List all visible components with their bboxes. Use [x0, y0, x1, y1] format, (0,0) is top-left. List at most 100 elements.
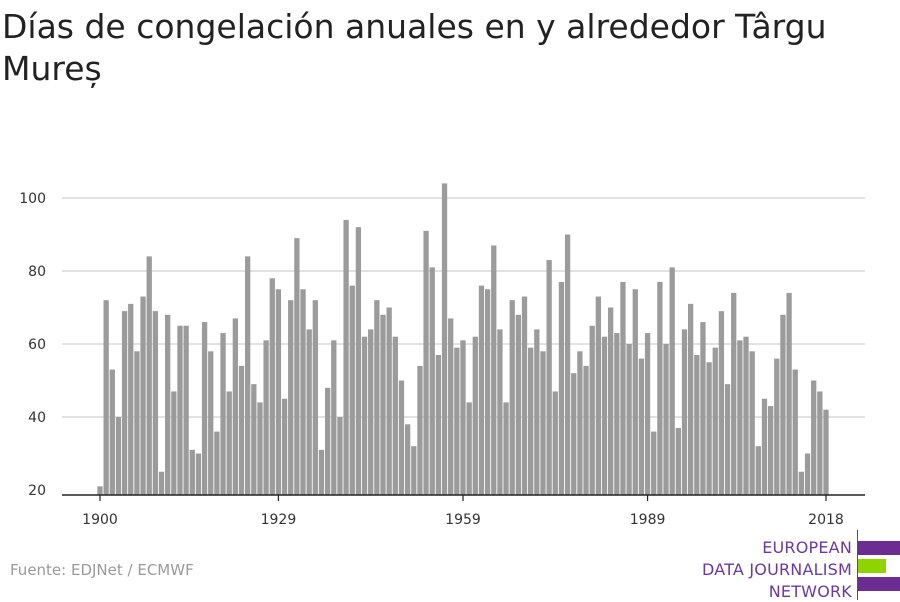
bar	[774, 358, 780, 495]
bar	[718, 311, 725, 495]
bar	[780, 314, 786, 495]
bar	[564, 234, 571, 495]
bar	[755, 446, 761, 495]
bar	[374, 300, 380, 495]
bar	[724, 384, 731, 495]
bar	[811, 380, 817, 495]
x-tick-label: 1929	[261, 512, 297, 528]
bar	[195, 453, 202, 495]
bar	[312, 300, 318, 495]
bar	[343, 219, 349, 495]
y-tick-label: 80	[28, 264, 46, 280]
bar	[497, 329, 503, 495]
bar	[509, 300, 515, 495]
bar	[361, 336, 368, 495]
bar	[675, 427, 681, 495]
bar	[626, 344, 632, 495]
bar	[706, 362, 712, 495]
bar	[466, 402, 472, 495]
bar	[534, 329, 540, 495]
bar	[380, 314, 386, 495]
bar	[528, 347, 534, 495]
bar	[140, 296, 146, 495]
bar	[521, 296, 528, 495]
bar	[546, 260, 552, 495]
bar	[423, 230, 429, 495]
y-tick-label: 60	[28, 337, 46, 353]
bar	[128, 303, 134, 495]
bar	[368, 329, 374, 495]
bar	[411, 446, 417, 495]
x-tick-label: 2018	[808, 512, 844, 528]
y-tick-label: 100	[19, 191, 46, 207]
bar	[226, 391, 232, 495]
bar	[417, 365, 423, 495]
bar	[454, 347, 460, 495]
bar	[484, 289, 491, 495]
bar	[318, 449, 325, 495]
bar	[503, 402, 509, 495]
bar	[731, 292, 737, 495]
bar	[275, 289, 282, 495]
y-tick-label: 20	[28, 483, 46, 499]
bar	[281, 398, 288, 495]
bar	[558, 281, 565, 495]
bars	[97, 183, 829, 495]
bar	[792, 369, 798, 495]
bar	[97, 486, 103, 495]
bar	[288, 300, 294, 495]
bar	[337, 417, 343, 495]
bar	[798, 471, 805, 495]
bar	[638, 358, 645, 495]
bar	[595, 296, 601, 495]
bar	[608, 307, 614, 495]
logo-line-2: DATA JOURNALISM	[702, 560, 852, 579]
bar	[134, 351, 140, 495]
bar	[737, 340, 743, 495]
bar	[817, 391, 823, 495]
bar	[121, 311, 128, 495]
bar	[115, 417, 122, 495]
x-tick-label: 1989	[630, 512, 666, 528]
bar	[786, 292, 792, 495]
bar	[460, 340, 466, 495]
bar	[251, 384, 257, 495]
bar	[392, 336, 398, 495]
bar	[398, 380, 405, 495]
bar	[614, 333, 620, 495]
bar	[189, 449, 195, 495]
bar	[349, 285, 355, 495]
bar	[601, 336, 608, 495]
x-tick-labels: 1900 1929 1959 1989 2018	[82, 512, 844, 528]
bar	[577, 351, 583, 495]
bar	[472, 336, 478, 495]
bar	[257, 402, 263, 495]
logo-bar-green	[858, 559, 886, 573]
bar	[232, 318, 238, 495]
bar	[657, 281, 663, 495]
bar	[823, 409, 829, 495]
bar	[269, 278, 275, 495]
bar	[688, 303, 694, 495]
bar	[515, 314, 522, 495]
y-tick-labels: 20 40 60 80 100	[19, 191, 46, 499]
bar	[540, 351, 546, 495]
logo-line-3: NETWORK	[768, 582, 852, 601]
bar	[767, 406, 774, 495]
bar	[201, 322, 208, 495]
logo-bar-purple-2	[858, 577, 900, 591]
bar	[109, 369, 115, 495]
bar	[238, 365, 245, 495]
bar	[583, 365, 589, 495]
x-tick-label: 1900	[82, 512, 118, 528]
bar	[589, 325, 595, 495]
logo-divider	[857, 530, 858, 600]
logo-line-1: EUROPEAN	[762, 538, 852, 557]
bar	[694, 354, 700, 495]
bar	[165, 314, 171, 495]
bar	[681, 329, 688, 495]
bar	[325, 387, 331, 495]
bar	[263, 340, 269, 495]
bar	[552, 391, 558, 495]
source-note: Fuente: EDJNet / ECMWF	[10, 561, 194, 579]
